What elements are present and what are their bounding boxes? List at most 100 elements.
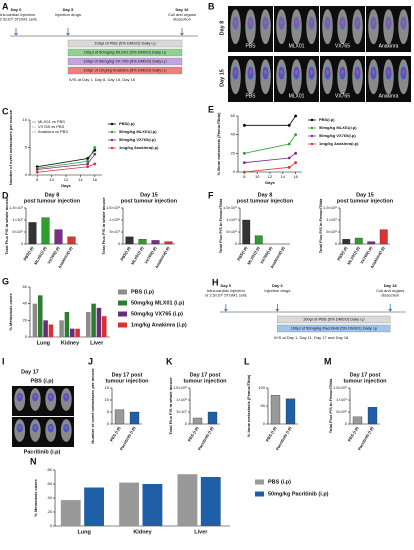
y-tick-label: 10 bbox=[23, 117, 28, 122]
legend-swatch bbox=[118, 322, 127, 328]
timeline-footer: IVIS at Day 1, Day 8, Day 15, Day 16 bbox=[69, 77, 136, 82]
y-tick-label: 0 bbox=[25, 172, 28, 177]
bar bbox=[114, 409, 125, 425]
signal-core bbox=[280, 19, 283, 25]
x-tick-label: Liver bbox=[194, 529, 208, 535]
bar bbox=[379, 229, 388, 245]
y-tick-label: 5×10⁵ bbox=[326, 229, 337, 234]
group-label: Pacritinib (i.p) bbox=[24, 449, 61, 455]
signal-core bbox=[264, 19, 267, 25]
x-tick-label: 8 bbox=[243, 174, 246, 179]
y-tick-label: 1.5×10⁶ bbox=[333, 385, 347, 390]
treatment-text: 100μl of 1mg/kg Anakinra (5% DMSO) Daily… bbox=[83, 68, 167, 73]
data-point bbox=[287, 142, 291, 146]
chart-subtitle: post tumour injection bbox=[337, 198, 394, 204]
y-tick-label: 1.5×10⁸ bbox=[106, 205, 120, 210]
legend-swatch bbox=[255, 479, 264, 485]
data-point bbox=[35, 168, 39, 171]
bar bbox=[59, 320, 64, 337]
data-point bbox=[86, 162, 89, 166]
y-tick-label: 5×10⁷ bbox=[177, 409, 188, 414]
note: VX765 vs PBS bbox=[38, 124, 65, 129]
bar bbox=[125, 236, 134, 245]
bar bbox=[54, 229, 63, 245]
y-tick-label: 0 bbox=[21, 241, 24, 246]
x-tick-label: PBS(i.p) bbox=[22, 245, 34, 262]
row-label: Day 8 bbox=[219, 21, 225, 36]
y-tick-label: 0 bbox=[335, 241, 338, 246]
x-tick-label: Kidney bbox=[133, 529, 152, 535]
y-tick-label: 80 bbox=[48, 467, 53, 472]
x-tick-label: Pacritinib (i.p) bbox=[197, 425, 215, 451]
signal-core bbox=[18, 426, 21, 429]
signal-core bbox=[387, 19, 390, 25]
treatment-bar bbox=[67, 66, 183, 75]
legend-marker bbox=[110, 130, 114, 134]
event-text: dissection bbox=[381, 293, 399, 298]
event-text: Intra-cardiac injection bbox=[0, 12, 35, 17]
signal-core bbox=[18, 395, 21, 398]
y-tick-label: 0 bbox=[233, 169, 236, 174]
legend-marker bbox=[310, 118, 314, 122]
bar bbox=[352, 416, 363, 425]
signal-core bbox=[49, 426, 52, 429]
signal-core bbox=[402, 19, 405, 25]
chart-title: Day 15 bbox=[140, 192, 158, 198]
x-tick-label: PBS(i.p) bbox=[236, 245, 248, 262]
x-tick-label: Pacritinib (i.p) bbox=[357, 425, 375, 451]
x-tick-label: 16 bbox=[293, 174, 298, 179]
y-tick-label: 1×10⁶ bbox=[226, 217, 237, 222]
y-tick-label: 50 bbox=[261, 403, 266, 408]
legend-marker bbox=[110, 146, 114, 150]
signal-core bbox=[280, 69, 283, 75]
y-axis-label: Number of overt metastases per mouse bbox=[8, 109, 13, 185]
event-text: Cull and organs bbox=[376, 288, 404, 293]
chart-title: Day 17 post bbox=[112, 372, 143, 378]
data-point bbox=[294, 161, 297, 165]
legend-label: PBS (i.p) bbox=[131, 289, 154, 295]
note: MLX01 vs PBS bbox=[38, 119, 65, 124]
bar bbox=[200, 477, 221, 526]
event-arrow bbox=[14, 28, 18, 36]
y-axis-label: Total Flux P/S in Femur/Tibia bbox=[318, 198, 323, 253]
bar bbox=[151, 240, 160, 245]
signal-core bbox=[372, 69, 375, 75]
x-tick-label: PBS (i.p) bbox=[265, 425, 278, 443]
event-day: Day 16 bbox=[176, 7, 190, 12]
group-label: PBS (i.p) bbox=[31, 378, 54, 384]
x-tick-label: Pacritinib (i.p) bbox=[275, 425, 293, 451]
y-tick-label: 20 bbox=[23, 317, 28, 322]
signal-core bbox=[387, 69, 390, 75]
legend-label: 50mg/kg VX765(i.p) bbox=[119, 137, 156, 142]
panel-letter: E bbox=[208, 104, 214, 114]
bar bbox=[254, 235, 263, 245]
signal-core bbox=[65, 426, 68, 429]
event-text: Cull and organs bbox=[168, 12, 196, 17]
signal-core bbox=[234, 69, 237, 75]
bar bbox=[207, 411, 218, 425]
signal-core bbox=[310, 19, 313, 25]
bar bbox=[86, 312, 91, 337]
panel-letter: K bbox=[166, 356, 173, 366]
bar bbox=[192, 417, 203, 425]
signal-core bbox=[249, 19, 252, 25]
bar bbox=[354, 237, 363, 245]
legend-marker bbox=[310, 134, 314, 138]
panel-letter: F bbox=[208, 190, 214, 200]
data-point bbox=[287, 165, 291, 169]
group-label: Anakinra bbox=[379, 93, 399, 99]
event-day: Day 18 bbox=[384, 283, 398, 288]
signal-core bbox=[341, 19, 344, 25]
bar bbox=[142, 484, 163, 526]
data-point bbox=[93, 152, 97, 156]
panel-letter: L bbox=[244, 356, 250, 366]
signal-core bbox=[356, 19, 359, 25]
y-tick-label: 1.5×10⁶ bbox=[223, 205, 237, 210]
treatment-text: 100μl of 50mg/kg MLX01 (5% DMSO) Daily i… bbox=[84, 50, 167, 55]
bar bbox=[367, 407, 378, 425]
treatment-text: 100μl of PBS (5% DMSO) Daily i.p bbox=[94, 41, 156, 46]
bar bbox=[84, 487, 104, 526]
panel-letter: B bbox=[208, 1, 215, 11]
data-point bbox=[294, 133, 297, 137]
